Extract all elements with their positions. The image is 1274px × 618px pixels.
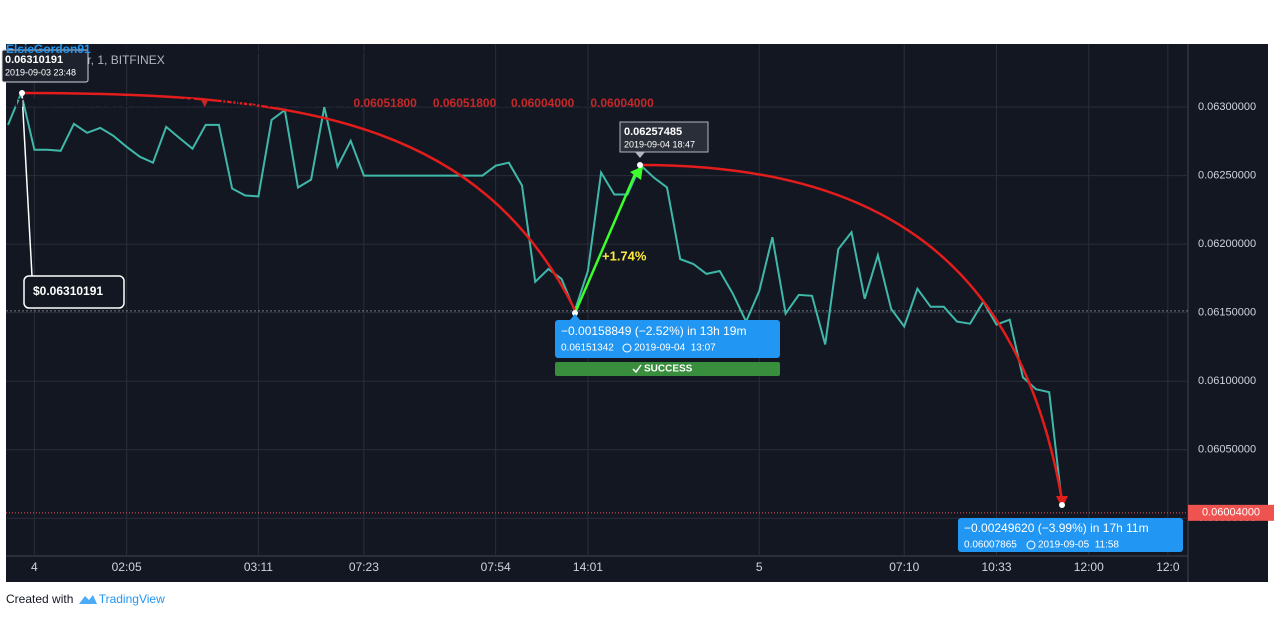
- l-label: L:: [499, 96, 511, 110]
- check-icon: [632, 364, 642, 374]
- range-text: −0.00249620 (−3.99%) in 17h 11m: [964, 521, 1149, 535]
- callout-box: [23, 275, 125, 309]
- y-tick-label: 0.06200000: [1198, 238, 1256, 250]
- x-tick-label: 10:33: [981, 560, 1011, 574]
- range-price: 0.06007865: [964, 540, 1017, 551]
- anchor-dot: [572, 310, 578, 316]
- x-tick-label: 5: [756, 560, 763, 574]
- clock-icon: [1026, 540, 1036, 550]
- status-bar: [555, 362, 780, 376]
- x-tick-label: 12:0: [1156, 560, 1180, 574]
- curve-arrow: [639, 163, 1064, 501]
- range-time: 2019-09-05 11:58: [1038, 540, 1119, 551]
- y-tick-label: 0.06100000: [1198, 375, 1256, 387]
- peak-price: 0.06257485: [624, 126, 682, 138]
- x-tick-label: 07:23: [349, 560, 379, 574]
- logo[interactable]: [77, 592, 99, 606]
- high-tooltip: [1, 49, 89, 83]
- x-tick-label: 4: [31, 560, 38, 574]
- y-tick-label: 0.06250000: [1198, 170, 1256, 182]
- gain-arrow: [573, 171, 638, 314]
- created-with: Created with: [6, 592, 77, 606]
- o-label: O:: [340, 96, 354, 110]
- gain-label: +1.74%: [602, 248, 647, 263]
- status-text: SUCCESS: [644, 364, 693, 375]
- footer: Created with TradingView: [6, 592, 165, 606]
- c: 0.06004000: [590, 96, 654, 110]
- box-pointer: [570, 314, 580, 320]
- callout-line: [21, 92, 33, 277]
- x-tick-label: 12:00: [1074, 560, 1104, 574]
- range-text: −0.00158849 (−2.52%) in 13h 19m: [561, 324, 746, 338]
- anchor-dot: [637, 162, 643, 168]
- range-box: [958, 518, 1183, 552]
- price: 0.06004000: [132, 96, 196, 110]
- high-price: 0.06310191: [5, 54, 63, 66]
- header: ElsieGordon91 published on TradingView.c…: [6, 4, 654, 130]
- y-tick-label: 0.06050000: [1198, 444, 1256, 456]
- brand[interactable]: TradingView: [98, 592, 165, 606]
- high-time: 2019-09-03 23:48: [5, 67, 76, 77]
- x-tick-label: 14:01: [573, 560, 603, 574]
- h-label: H:: [420, 96, 433, 110]
- price-line: [7, 89, 1064, 508]
- x-tick-label: 02:05: [112, 560, 142, 574]
- last-price-box: [1188, 504, 1274, 521]
- peak-time: 2019-09-04 18:47: [624, 139, 695, 149]
- arrow-head: [630, 166, 643, 180]
- callout-text: $0.06310191: [33, 284, 103, 298]
- c-label: C:: [577, 96, 591, 110]
- y-tick-label: 0.06300000: [1198, 101, 1256, 113]
- h: 0.06051800: [432, 96, 497, 110]
- x-tick-label: 03:11: [244, 560, 273, 574]
- symbol: BITFINEX:XLMUSD, 1: [6, 96, 129, 110]
- l: 0.06004000: [510, 96, 575, 110]
- range-price: 0.06151342: [561, 343, 614, 354]
- x-tick-label: 07:54: [481, 560, 511, 574]
- published: published on TradingView.com, September …: [90, 42, 451, 56]
- x-tick-label: 07:10: [889, 560, 919, 574]
- o: 0.06051800: [353, 96, 417, 110]
- peak-tooltip: [619, 121, 709, 153]
- clock-icon: [622, 343, 632, 353]
- curve-arrow: [21, 91, 577, 311]
- last-price-label: 0.06004000: [1202, 507, 1260, 519]
- tooltip-pointer: [635, 152, 645, 158]
- y-tick-label: 0.06150000: [1198, 307, 1256, 319]
- author[interactable]: ElsieGordon91: [6, 42, 91, 56]
- range-time: 2019-09-04 13:07: [634, 343, 716, 354]
- change: −0.00137400 (−2.24%): [214, 96, 337, 110]
- anchor-dot: [1059, 502, 1065, 508]
- arrow: ▼: [198, 96, 211, 110]
- range-box: [555, 320, 780, 358]
